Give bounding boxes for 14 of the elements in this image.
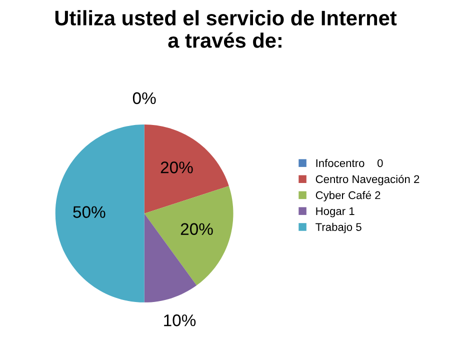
legend-label: Centro Navegación 2 [316,174,420,186]
data-label: 20% [180,223,213,235]
chart-title: Utiliza usted el servicio de Internet a través de: [55,10,397,48]
pie-slice [55,124,144,302]
legend-label: Infocentro 0 [316,158,383,168]
data-label: 10% [164,314,196,326]
legend-label: Trabajo 5 [316,222,362,234]
pie-slice [144,124,229,214]
data-label: 20% [160,162,193,174]
text: 0% [132,92,156,104]
pie-slice [144,186,234,286]
data-label: 50% [73,206,106,218]
legend-label: Hogar 1 [316,207,354,218]
legend-label: Cyber Café 2 [316,190,380,202]
